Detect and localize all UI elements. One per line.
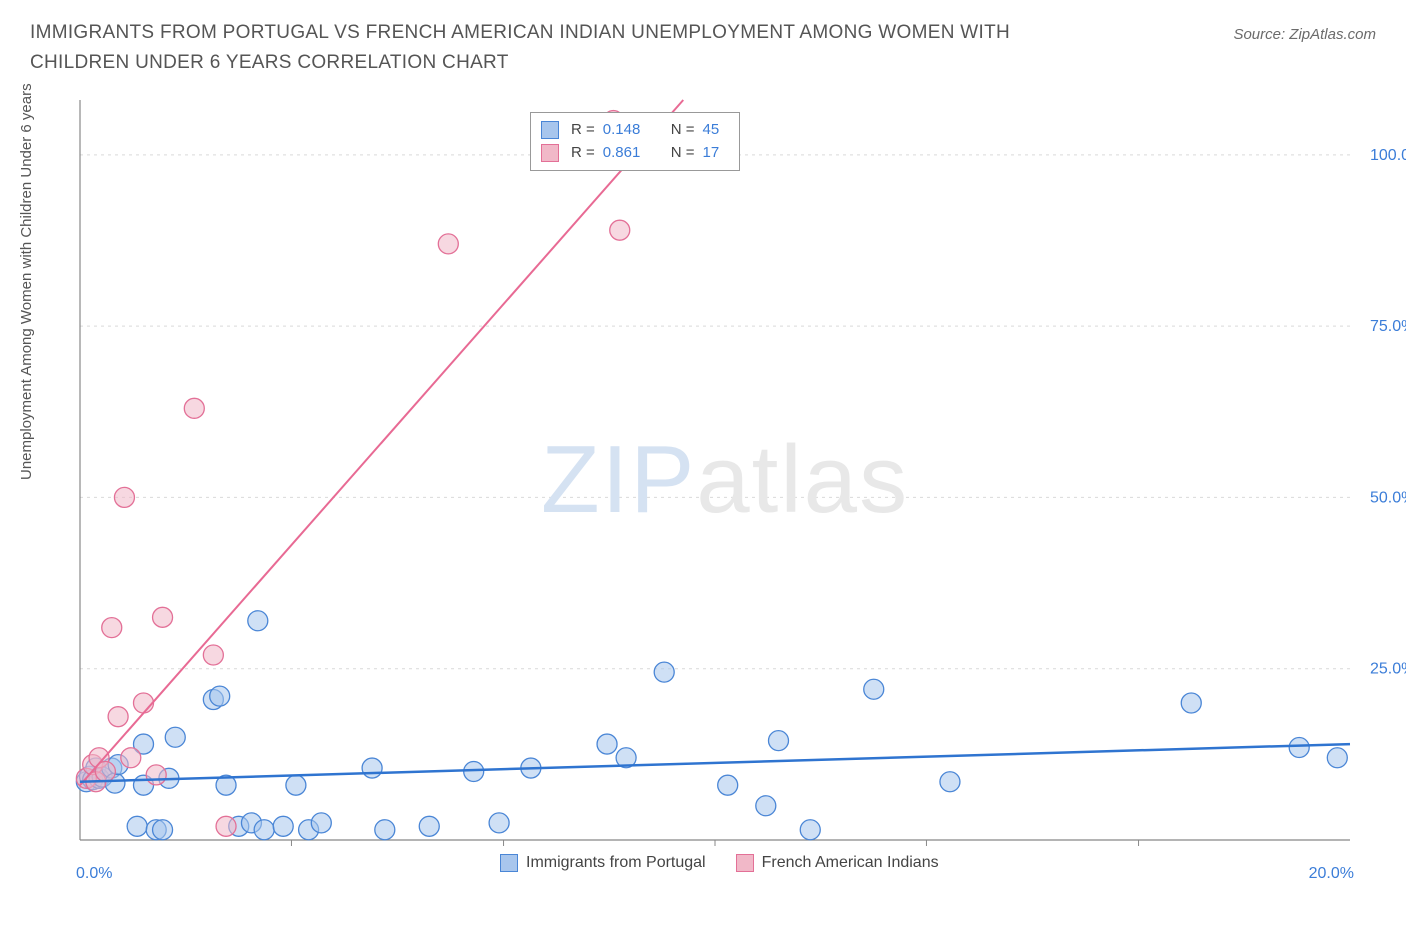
y-tick-label: 100.0% [1370, 147, 1406, 164]
scatter-point [203, 645, 223, 665]
legend-swatch [541, 144, 559, 162]
scatter-point [108, 707, 128, 727]
x-tick-label: 20.0% [1309, 865, 1354, 882]
scatter-point [114, 487, 134, 507]
legend-swatch [500, 854, 518, 872]
scatter-point [756, 796, 776, 816]
scatter-point [1181, 693, 1201, 713]
scatter-point [438, 234, 458, 254]
scatter-point [597, 734, 617, 754]
legend-series-item: Immigrants from Portugal [500, 854, 706, 872]
y-tick-label: 25.0% [1370, 661, 1406, 678]
legend-series-label: Immigrants from Portugal [526, 854, 706, 872]
legend-series: Immigrants from Portugal French American … [500, 854, 939, 872]
scatter-point [940, 772, 960, 792]
legend-swatch [736, 854, 754, 872]
scatter-point [1327, 748, 1347, 768]
scatter-point [610, 220, 630, 240]
legend-correlation-row: R = 0.148 N = 45 [541, 119, 729, 142]
scatter-point [184, 398, 204, 418]
scatter-point [248, 611, 268, 631]
scatter-point [864, 679, 884, 699]
scatter-point [216, 816, 236, 836]
scatter-point [489, 813, 509, 833]
chart-title: IMMIGRANTS FROM PORTUGAL VS FRENCH AMERI… [30, 18, 1080, 79]
scatter-point [718, 775, 738, 795]
y-tick-label: 75.0% [1370, 318, 1406, 335]
r-value: 0.148 [603, 119, 653, 142]
chart-svg: 25.0%50.0%75.0%100.0%0.0%20.0% [70, 100, 1380, 900]
r-label: R = [571, 119, 595, 142]
scatter-point [210, 686, 230, 706]
scatter-point [127, 816, 147, 836]
scatter-point [146, 765, 166, 785]
n-label: N = [671, 142, 695, 165]
scatter-point [153, 607, 173, 627]
scatter-point [165, 727, 185, 747]
scatter-point [654, 662, 674, 682]
n-label: N = [671, 119, 695, 142]
scatter-point [286, 775, 306, 795]
legend-series-item: French American Indians [736, 854, 939, 872]
scatter-point [375, 820, 395, 840]
legend-series-label: French American Indians [762, 854, 939, 872]
scatter-point [800, 820, 820, 840]
regression-line [80, 744, 1350, 782]
n-value: 17 [703, 142, 729, 165]
x-tick-label: 0.0% [76, 865, 112, 882]
scatter-point [102, 618, 122, 638]
regression-line [80, 100, 683, 785]
scatter-point [362, 758, 382, 778]
legend-correlation-row: R = 0.861 N = 17 [541, 142, 729, 165]
scatter-point [121, 748, 141, 768]
scatter-point [153, 820, 173, 840]
legend-correlation: R = 0.148 N = 45 R = 0.861 N = 17 [530, 112, 740, 171]
scatter-point [769, 731, 789, 751]
legend-swatch [541, 121, 559, 139]
scatter-point [273, 816, 293, 836]
r-label: R = [571, 142, 595, 165]
scatter-point [134, 693, 154, 713]
y-tick-label: 50.0% [1370, 489, 1406, 506]
n-value: 45 [703, 119, 729, 142]
scatter-plot: 25.0%50.0%75.0%100.0%0.0%20.0% ZIPatlas … [70, 100, 1380, 860]
source-attribution: Source: ZipAtlas.com [1233, 26, 1376, 43]
r-value: 0.861 [603, 142, 653, 165]
scatter-point [1289, 738, 1309, 758]
y-axis-label: Unemployment Among Women with Children U… [18, 83, 35, 480]
scatter-point [311, 813, 331, 833]
scatter-point [254, 820, 274, 840]
scatter-point [419, 816, 439, 836]
